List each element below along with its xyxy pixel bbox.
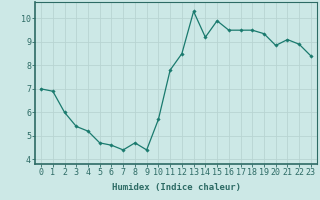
X-axis label: Humidex (Indice chaleur): Humidex (Indice chaleur) <box>111 183 241 192</box>
